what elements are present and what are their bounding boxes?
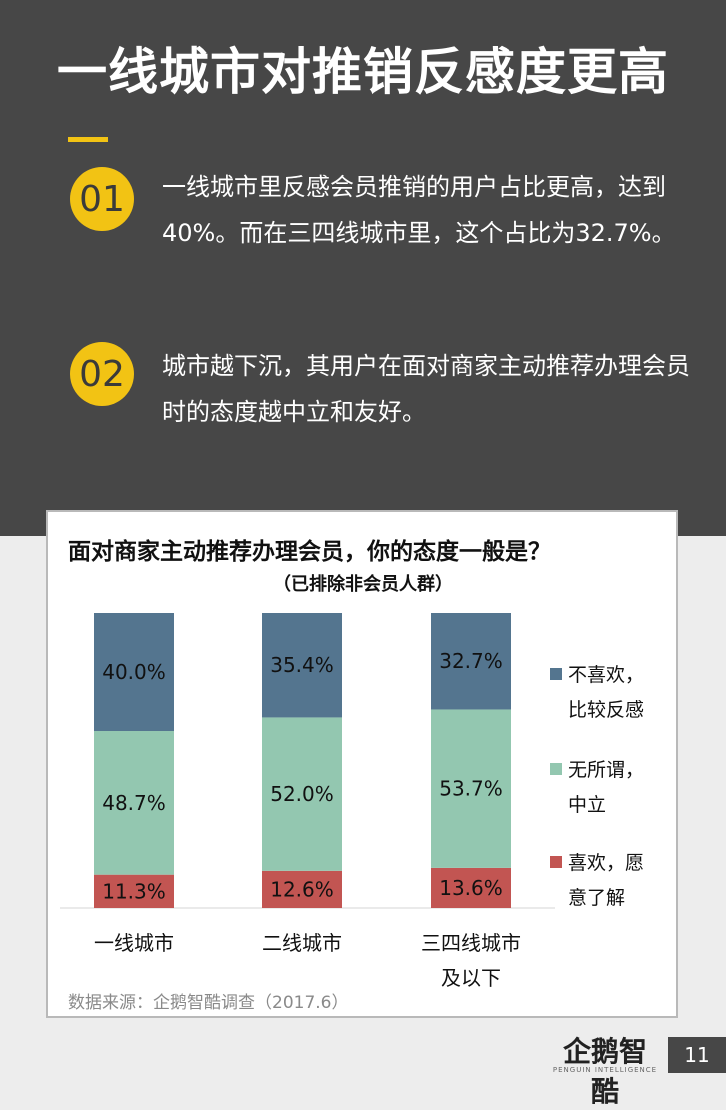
legend-swatch-neutral (550, 763, 562, 775)
data-label-like-3: 13.6% (439, 876, 503, 900)
header-panel: 一线城市对推销反感度更高 01 一线城市里反感会员推销的用户占比更高，达到40%… (0, 0, 726, 536)
bar-segment-neutral-3 (431, 709, 511, 868)
point-2-number: 02 (70, 342, 134, 406)
point-1-number: 01 (70, 167, 134, 231)
page-headline: 一线城市对推销反感度更高 (57, 43, 669, 101)
data-label-neutral-1: 48.7% (102, 791, 166, 815)
bar-segment-dislike-3 (431, 613, 511, 710)
category-label-1-line-1: 一线城市 (94, 931, 174, 955)
legend-label-dislike-line-1: 不喜欢， (568, 664, 644, 686)
penguin-logo: 企鹅智酷 PENGUIN INTELLIGENCE (552, 1030, 658, 1108)
legend-swatch-like (550, 856, 562, 868)
bar-segment-neutral-2 (262, 717, 342, 871)
logo-subtext: PENGUIN INTELLIGENCE (552, 1066, 658, 1074)
accent-bar (68, 137, 108, 142)
chart-title: 面对商家主动推荐办理会员，你的态度一般是？ (68, 539, 551, 565)
category-label-2-line-1: 二线城市 (262, 931, 342, 955)
legend-label-like-line-2: 意了解 (568, 887, 625, 909)
bar-segment-dislike-2 (262, 613, 342, 718)
data-label-dislike-1: 40.0% (102, 660, 166, 684)
point-2-text: 城市越下沉，其用户在面对商家主动推荐办理会员时的态度越中立和友好。 (162, 352, 690, 426)
page-number: 11 (668, 1037, 726, 1073)
category-label-3-line-1: 三四线城市 (421, 931, 521, 955)
category-label-3-line-2: 及以下 (441, 966, 501, 990)
legend-label-neutral-line-1: 无所谓， (568, 759, 644, 781)
data-label-like-2: 12.6% (270, 877, 334, 901)
chart-subtitle: （已排除非会员人群） (273, 574, 453, 595)
point-1-text: 一线城市里反感会员推销的用户占比更高，达到40%。而在三四线城市里，这个占比为3… (162, 173, 676, 247)
data-source: 数据来源：企鹅智酷调查（2017.6） (68, 993, 349, 1013)
data-label-neutral-2: 52.0% (270, 782, 334, 806)
legend-swatch-dislike (550, 668, 562, 680)
bar-segment-like-2 (262, 870, 342, 908)
bar-segment-like-1 (94, 874, 174, 908)
data-label-dislike-3: 32.7% (439, 649, 503, 673)
legend-label-like-line-1: 喜欢，愿 (568, 852, 644, 874)
bar-segment-dislike-1 (94, 613, 174, 731)
legend-label-neutral-line-2: 中立 (568, 794, 606, 816)
data-label-like-1: 11.3% (102, 879, 166, 903)
data-label-neutral-3: 53.7% (439, 777, 503, 801)
legend-label-dislike-line-2: 比较反感 (568, 699, 644, 721)
bar-segment-like-3 (431, 867, 511, 908)
bar-segment-neutral-1 (94, 731, 174, 875)
data-label-dislike-2: 35.4% (270, 653, 334, 677)
